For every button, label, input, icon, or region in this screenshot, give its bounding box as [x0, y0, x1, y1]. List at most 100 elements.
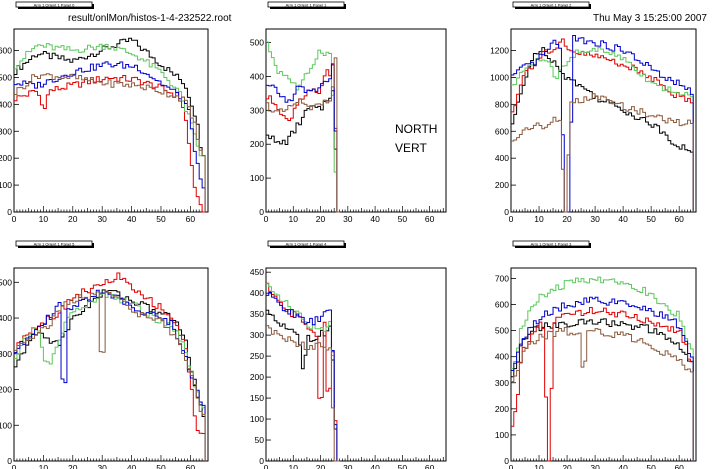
y-tick-label: 300 — [0, 349, 12, 359]
y-tick-label: 300 — [0, 126, 12, 136]
y-tick-label: 0 — [7, 456, 12, 466]
series-green — [14, 43, 206, 212]
y-tick-label: 0 — [504, 456, 509, 466]
x-tick-label: 40 — [370, 214, 380, 224]
x-tick-label: 0 — [509, 463, 514, 469]
series-green — [511, 276, 694, 461]
x-tick-label: 0 — [264, 214, 269, 224]
x-tick-label: 10 — [534, 214, 544, 224]
x-tick-label: 40 — [370, 463, 380, 469]
x-tick-label: 40 — [618, 214, 628, 224]
y-tick-label: 100 — [495, 430, 509, 440]
panel-2: Arm 1 Orient 1 Panel 2020040060080010001… — [490, 1, 697, 224]
plot-frame — [13, 28, 209, 213]
series-blue — [14, 289, 206, 461]
x-tick-label: 0 — [12, 463, 17, 469]
panel-4: Arm 1 Orient 1 Panel 4050100150200250300… — [250, 240, 447, 469]
y-tick-label: 700 — [495, 273, 509, 283]
x-tick-label: 50 — [646, 463, 656, 469]
y-tick-label: 100 — [0, 420, 12, 430]
y-tick-label: 50 — [255, 435, 265, 445]
x-tick-label: 60 — [425, 463, 435, 469]
series-brown — [266, 325, 340, 462]
x-tick-label: 30 — [97, 214, 107, 224]
y-tick-label: 250 — [250, 351, 264, 361]
x-tick-label: 60 — [425, 214, 435, 224]
y-tick-label: 1000 — [490, 72, 509, 82]
annotation-vert: VERT — [395, 141, 427, 155]
y-tick-label: 500 — [495, 326, 509, 336]
series-red — [14, 75, 206, 213]
panel-title-box — [267, 240, 345, 247]
y-tick-label: 200 — [0, 153, 12, 163]
series-brown — [14, 290, 206, 461]
y-tick-label: 400 — [0, 99, 12, 109]
y-tick-label: 400 — [495, 153, 509, 163]
series-blue — [14, 61, 206, 212]
x-tick-label: 20 — [562, 214, 572, 224]
x-tick-label: 10 — [39, 463, 49, 469]
series-brown — [511, 326, 694, 461]
series-black — [511, 47, 694, 212]
x-tick-label: 30 — [97, 463, 107, 469]
y-tick-label: 350 — [250, 309, 264, 319]
y-tick-label: 500 — [0, 72, 12, 82]
y-tick-label: 800 — [495, 99, 509, 109]
series-green — [14, 292, 206, 461]
x-tick-label: 10 — [534, 463, 544, 469]
panel-title: Arm 1 Orient 1 Panel 0 — [34, 2, 75, 7]
series-blue — [266, 63, 340, 213]
y-tick-label: 450 — [250, 267, 264, 277]
series-blue — [511, 34, 694, 213]
x-tick-label: 30 — [343, 214, 353, 224]
panel-title-box — [15, 240, 93, 247]
y-tick-label: 600 — [0, 46, 12, 56]
y-tick-label: 200 — [495, 404, 509, 414]
x-tick-label: 30 — [590, 214, 600, 224]
x-tick-label: 40 — [127, 463, 137, 469]
y-tick-label: 300 — [495, 378, 509, 388]
panel-0: Arm 1 Orient 1 Panel 0 0 100 200 300 400 500 60… — [0, 1, 209, 224]
y-tick-label: 100 — [0, 180, 12, 190]
y-tick-label: 400 — [0, 313, 12, 323]
x-tick-label: 10 — [289, 463, 299, 469]
x-tick-label: 10 — [39, 214, 49, 224]
x-tick-label: 60 — [674, 463, 684, 469]
y-tick-label: 0 — [259, 456, 264, 466]
panel-1: Arm 1 Orient 1 Panel 1 0 100 200 300 400 500 0 1… — [250, 1, 447, 224]
y-tick-label: 0 — [504, 207, 509, 217]
x-tick-label: 0 — [509, 214, 514, 224]
y-tick-label: 1200 — [490, 46, 509, 56]
series-black — [14, 289, 206, 461]
panel-title: Arm 1 Orient 1 Panel 3 — [531, 241, 572, 246]
series-red — [511, 306, 694, 462]
x-tick-label: 20 — [68, 463, 78, 469]
root-file-label: result/onlMon/histos-1-4-232522.root — [68, 13, 232, 24]
series-brown — [14, 73, 206, 212]
x-tick-label: 40 — [127, 214, 137, 224]
y-tick-label: 200 — [250, 139, 264, 149]
y-tick-label: 100 — [250, 414, 264, 424]
plot-frame — [265, 28, 447, 213]
x-tick-label: 60 — [186, 463, 196, 469]
panel-3: Arm 1 Orient 1 Panel 5 0 100 200 300 400 500 0 1… — [0, 240, 209, 469]
series-brown — [511, 93, 694, 213]
series-red — [14, 272, 206, 461]
series-green — [266, 41, 340, 213]
y-tick-label: 400 — [250, 71, 264, 81]
x-tick-label: 10 — [289, 214, 299, 224]
y-tick-label: 400 — [495, 352, 509, 362]
y-tick-label: 400 — [250, 288, 264, 298]
y-tick-label: 200 — [0, 385, 12, 395]
x-tick-label: 0 — [264, 463, 269, 469]
x-tick-label: 20 — [68, 214, 78, 224]
panel-title: Arm 1 Orient 1 Panel 5 — [34, 241, 75, 246]
series-red — [511, 38, 694, 212]
x-tick-label: 60 — [674, 214, 684, 224]
y-tick-label: 500 — [250, 38, 264, 48]
y-tick-label: 0 — [7, 207, 12, 217]
panel-5: Arm 1 Orient 1 Panel 3010020030040050060… — [495, 240, 697, 469]
y-tick-label: 200 — [495, 180, 509, 190]
y-tick-label: 0 — [259, 207, 264, 217]
